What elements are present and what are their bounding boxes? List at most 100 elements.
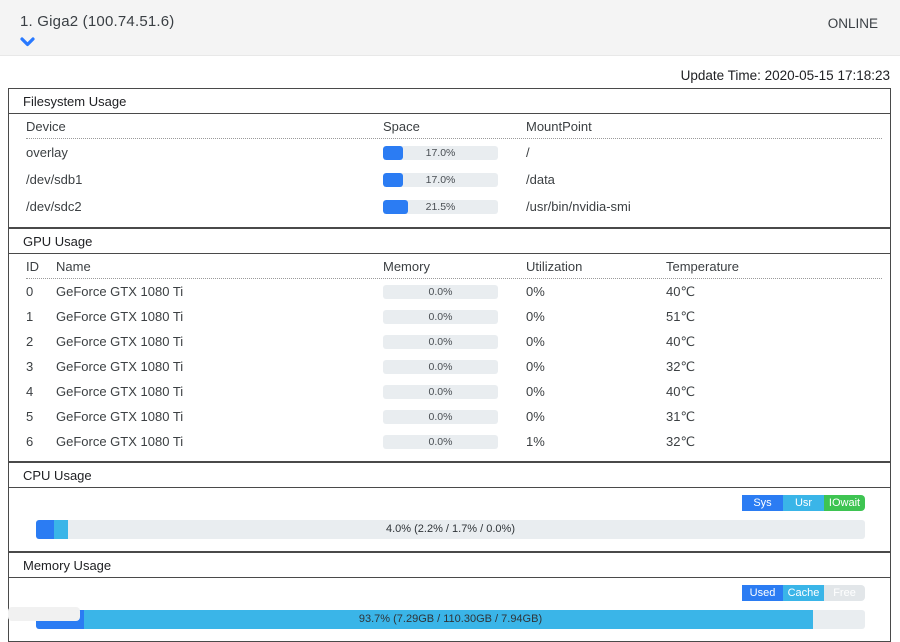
column-header-id: ID (26, 258, 39, 274)
gpu-table-body: 0 GeForce GTX 1080 Ti 0.0% 0% 40℃ (26, 279, 882, 454)
server-card-header: 1. Giga2 (100.74.51.6) ONLINE (0, 0, 900, 56)
gpu-id: 5 (26, 409, 34, 424)
gpu-temperature: 40℃ (666, 383, 696, 399)
chevron-down-icon[interactable] (20, 34, 35, 52)
gpu-utilization: 0% (526, 384, 545, 399)
gpu-row: 1 GeForce GTX 1080 Ti 0.0% 0% 51℃ (26, 304, 882, 329)
gpu-memory-bar: 0.0% (383, 384, 498, 399)
gpu-row: 6 GeForce GTX 1080 Ti 0.0% 1% 32℃ (26, 429, 882, 454)
device-name: overlay (26, 145, 68, 160)
filesystem-table-header: Device Space MountPoint (26, 114, 882, 139)
mount-point: /usr/bin/nvidia-smi (526, 199, 631, 214)
space-usage-label: 17.0% (425, 173, 456, 186)
gpu-memory-label: 0.0% (428, 360, 453, 373)
cpu-section-title: CPU Usage (9, 463, 890, 488)
gpu-utilization: 0% (526, 409, 545, 424)
filesystem-table-body: overlay 17.0% / /dev/sdb1 (26, 139, 882, 220)
gpu-utilization: 0% (526, 334, 545, 349)
device-name: /dev/sdc2 (26, 199, 82, 214)
memory-usage-label: 93.7% (7.29GB / 110.30GB / 7.94GB) (358, 613, 543, 625)
gpu-utilization: 0% (526, 309, 545, 324)
update-time: Update Time: 2020-05-15 17:18:23 (680, 68, 890, 83)
filesystem-section-title: Filesystem Usage (9, 89, 890, 114)
gpu-temperature: 31℃ (666, 408, 696, 424)
space-usage-bar: 17.0% (383, 172, 498, 187)
cpu-usage-section: CPU Usage Sys Usr IOwait (8, 462, 891, 552)
gpu-memory-label: 0.0% (428, 410, 453, 423)
space-usage-label: 21.5% (425, 200, 456, 213)
cpu-legend: Sys Usr IOwait (742, 495, 865, 511)
gpu-memory-bar: 0.0% (383, 334, 498, 349)
space-usage-bar: 21.5% (383, 199, 498, 214)
cpu-legend-pill: Sys (742, 495, 783, 511)
column-header-device: Device (26, 118, 66, 134)
cpu-legend-pill: Usr (783, 495, 824, 511)
column-header-temperature: Temperature (666, 258, 739, 274)
filesystem-row: /dev/sdb1 17.0% /data (26, 166, 882, 193)
gpu-temperature: 40℃ (666, 333, 696, 349)
cpu-bar-segment (36, 520, 55, 539)
space-usage-label: 17.0% (425, 146, 456, 159)
status-badge: ONLINE (827, 16, 878, 31)
space-usage-bar-fill (383, 172, 403, 187)
gpu-utilization: 1% (526, 434, 545, 449)
gpu-memory-label: 0.0% (428, 335, 453, 348)
gpu-utilization: 0% (526, 359, 545, 374)
mount-point: / (526, 145, 530, 160)
cpu-legend-pill: IOwait (824, 495, 865, 511)
memory-legend: Used Cache Free (742, 585, 865, 601)
column-header-mountpoint: MountPoint (526, 118, 592, 134)
filesystem-row: overlay 17.0% / (26, 139, 882, 166)
space-usage-bar: 17.0% (383, 145, 498, 160)
gpu-id: 2 (26, 334, 34, 349)
gpu-temperature: 51℃ (666, 308, 696, 324)
gpu-memory-label: 0.0% (428, 310, 453, 323)
gpu-memory-label: 0.0% (428, 435, 453, 448)
memory-legend-pill: Free (824, 585, 865, 601)
gpu-row: 5 GeForce GTX 1080 Ti 0.0% 0% 31℃ (26, 404, 882, 429)
gpu-memory-bar: 0.0% (383, 434, 498, 449)
gpu-temperature: 40℃ (666, 283, 696, 299)
gpu-temperature: 32℃ (666, 358, 696, 374)
filesystem-row: /dev/sdc2 21.5% /usr/bin/nvidia-smi (26, 193, 882, 220)
gpu-memory-bar: 0.0% (383, 309, 498, 324)
gpu-name: GeForce GTX 1080 Ti (56, 284, 184, 299)
cpu-bar-segment (54, 520, 69, 539)
space-usage-bar-fill (383, 145, 403, 160)
memory-usage-bar: 93.7% (7.29GB / 110.30GB / 7.94GB) (36, 610, 865, 629)
gpu-temperature: 32℃ (666, 433, 696, 449)
filesystem-usage-section: Filesystem Usage Device Space MountPoint… (8, 88, 891, 228)
gpu-id: 6 (26, 434, 34, 449)
gpu-id: 4 (26, 384, 34, 399)
gpu-memory-label: 0.0% (428, 285, 453, 298)
column-header-space: Space (383, 118, 420, 134)
gpu-id: 1 (26, 309, 34, 324)
column-header-name: Name (56, 258, 91, 274)
cpu-usage-bar: 4.0% (2.2% / 1.7% / 0.0%) (36, 520, 865, 539)
gpu-name: GeForce GTX 1080 Ti (56, 409, 184, 424)
gpu-id: 3 (26, 359, 34, 374)
memory-usage-section: Memory Usage Used Cache Free (8, 552, 891, 642)
next-card-peek (8, 607, 80, 621)
gpu-name: GeForce GTX 1080 Ti (56, 334, 184, 349)
gpu-utilization: 0% (526, 284, 545, 299)
memory-legend-pill: Cache (783, 585, 824, 601)
mount-point: /data (526, 172, 555, 187)
gpu-name: GeForce GTX 1080 Ti (56, 309, 184, 324)
gpu-memory-bar: 0.0% (383, 284, 498, 299)
server-title: 1. Giga2 (100.74.51.6) (20, 13, 175, 30)
gpu-id: 0 (26, 284, 34, 299)
gpu-row: 4 GeForce GTX 1080 Ti 0.0% 0% 40℃ (26, 379, 882, 404)
gpu-row: 0 GeForce GTX 1080 Ti 0.0% 0% 40℃ (26, 279, 882, 304)
memory-legend-pill: Used (742, 585, 783, 601)
gpu-section-title: GPU Usage (9, 229, 890, 254)
gpu-table-header: ID Name Memory Utilization Temperature (26, 254, 882, 279)
gpu-memory-bar: 0.0% (383, 359, 498, 374)
gpu-row: 3 GeForce GTX 1080 Ti 0.0% 0% 32℃ (26, 354, 882, 379)
gpu-name: GeForce GTX 1080 Ti (56, 434, 184, 449)
cpu-usage-label: 4.0% (2.2% / 1.7% / 0.0%) (385, 523, 515, 535)
column-header-memory: Memory (383, 258, 430, 274)
memory-section-title: Memory Usage (9, 553, 890, 578)
gpu-usage-section: GPU Usage ID Name Memory Utilization Tem… (8, 228, 891, 462)
gpu-name: GeForce GTX 1080 Ti (56, 384, 184, 399)
